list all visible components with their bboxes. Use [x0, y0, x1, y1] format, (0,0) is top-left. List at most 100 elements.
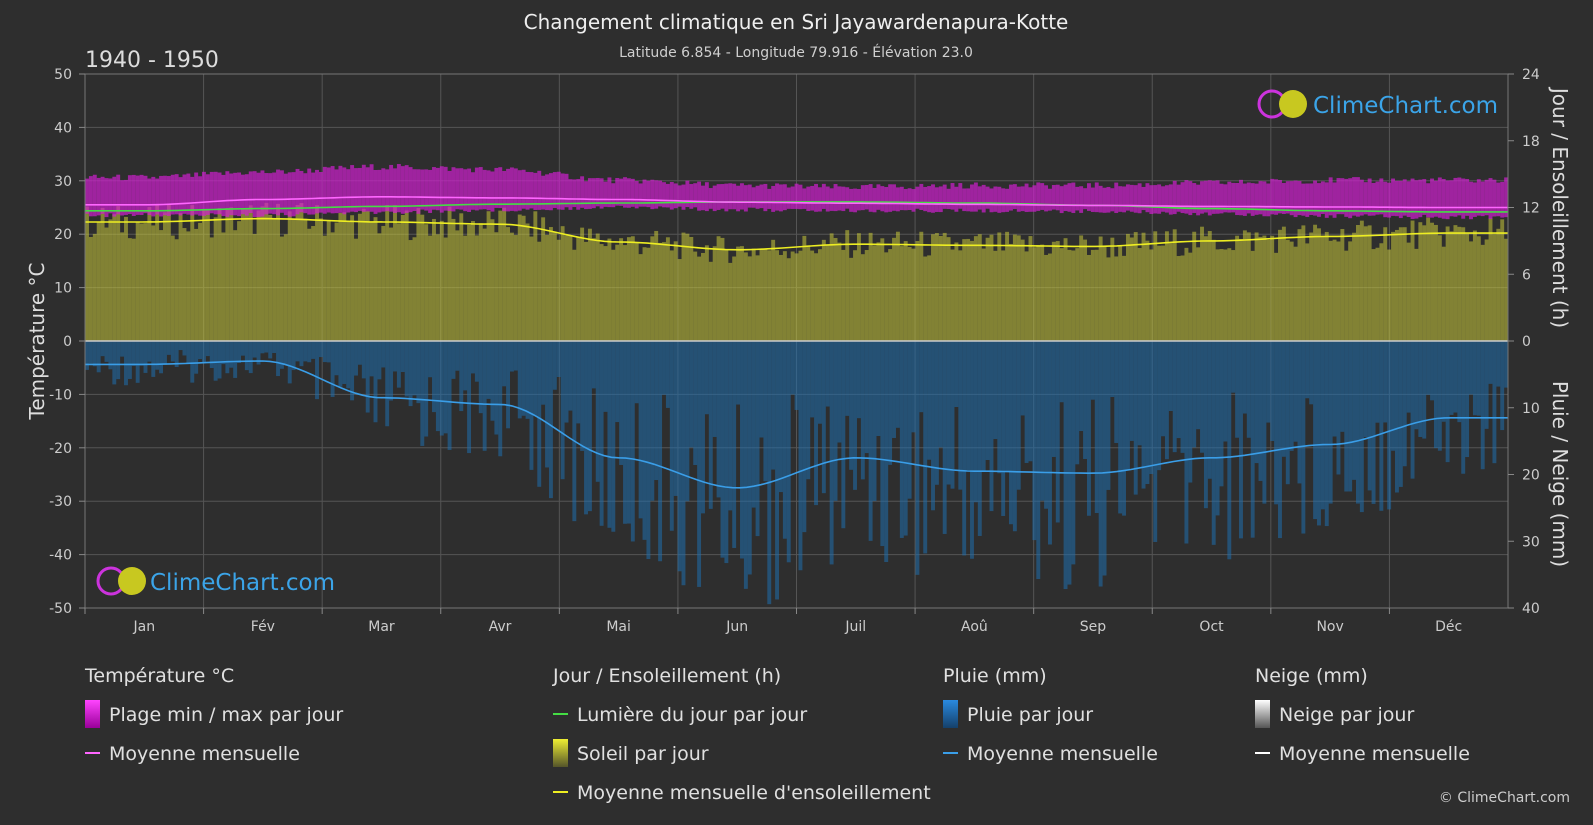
month-tick-label: Jan — [132, 619, 155, 635]
temp-range-bar — [1180, 182, 1185, 214]
temp-range-bar — [626, 178, 631, 208]
rain-bar — [283, 341, 288, 365]
rain-bar — [529, 341, 534, 470]
rain-bar — [856, 341, 861, 419]
temp-range-bar — [1094, 182, 1099, 213]
sunshine-bar — [311, 226, 316, 341]
rain-bar — [685, 341, 690, 502]
sunshine-bar — [334, 222, 339, 341]
rain-bar — [1164, 341, 1169, 460]
temp-range-bar — [1044, 185, 1049, 212]
rain-bar — [1110, 341, 1115, 398]
rain-bar — [623, 341, 627, 524]
sunshine-bar — [1048, 253, 1052, 341]
temp-range-bar — [1161, 186, 1165, 212]
temp-range-bar — [985, 186, 990, 209]
sunshine-bar — [194, 228, 199, 341]
sunshine-bar — [163, 212, 167, 341]
rain-bar — [1359, 341, 1364, 513]
sunshine-bar — [451, 218, 456, 341]
temp-range-bar — [471, 172, 475, 210]
temp-range-bar — [1324, 182, 1329, 218]
temp-range-bar — [1016, 186, 1021, 212]
sunshine-bar — [1024, 251, 1029, 341]
rain-bar — [892, 341, 896, 438]
rain-bar — [669, 341, 674, 531]
temp-range-bar — [170, 174, 175, 215]
temp-range-bar — [810, 185, 815, 211]
sunshine-bar — [786, 258, 791, 341]
temp-range-bar — [369, 164, 374, 212]
sunshine-bar — [1196, 247, 1201, 341]
rain-bar — [771, 341, 776, 470]
sunshine-bar — [428, 235, 433, 341]
rain-bar — [1048, 341, 1052, 545]
sunshine-bar — [993, 250, 998, 341]
sunshine-bar — [541, 217, 546, 341]
rain-bar — [1141, 341, 1146, 489]
sunshine-bar — [1036, 245, 1041, 341]
rain-bar — [950, 341, 955, 489]
sunshine-bar — [662, 242, 666, 341]
rain-bar — [1215, 341, 1220, 516]
temp-range-bar — [252, 171, 257, 218]
temp-range-bar — [268, 173, 273, 214]
rain-bar — [1005, 341, 1010, 472]
temp-range-bar — [478, 167, 483, 210]
sunshine-bar — [1328, 240, 1333, 341]
sunshine-bar — [1235, 235, 1240, 341]
rain-bar — [1149, 341, 1154, 475]
sunshine-bar — [439, 220, 444, 341]
temp-range-bar — [1114, 182, 1119, 214]
rain-bar — [1363, 341, 1368, 437]
legend-label-snow-mean: Moyenne mensuelle — [1279, 743, 1470, 765]
temp-range-bar — [1469, 181, 1473, 220]
sunshine-bar — [502, 207, 507, 341]
rain-bar — [1223, 341, 1228, 442]
temp-range-bar — [1172, 180, 1177, 215]
temp-range-bar — [743, 185, 748, 212]
temp-range-bar — [221, 174, 226, 217]
sunshine-bar — [958, 250, 963, 341]
rain-bar — [1090, 341, 1095, 400]
rain-bar — [755, 341, 760, 537]
temp-range-bar — [782, 184, 787, 211]
sunshine-bar — [1484, 239, 1489, 341]
temp-range-bar — [1426, 183, 1431, 218]
temp-range-bar — [373, 169, 378, 214]
sunshine-bar — [342, 212, 347, 341]
sunshine-bar — [927, 255, 932, 341]
rain-bar — [229, 341, 234, 368]
temp-range-bar — [513, 168, 518, 212]
month-tick-label: Fév — [251, 619, 275, 635]
rain-bar — [315, 341, 319, 400]
temp-range-bar — [1118, 186, 1123, 212]
temp-range-bar — [1235, 182, 1240, 216]
rain-bar — [295, 341, 300, 362]
legend-swatch-temp-range — [85, 700, 100, 728]
temp-range-bar — [942, 184, 947, 209]
rain-bar — [373, 341, 378, 423]
rain-bar — [1203, 341, 1208, 509]
right-bottom-tick-label: 20 — [1522, 468, 1540, 484]
rain-bar — [1367, 341, 1372, 491]
sunshine-bar — [205, 210, 210, 341]
sunshine-bar — [962, 239, 967, 341]
sunshine-bar — [564, 235, 569, 341]
temp-range-bar — [1106, 186, 1111, 213]
temp-range-bar — [779, 184, 783, 212]
temp-range-bar — [1313, 180, 1318, 216]
sunshine-bar — [1149, 249, 1154, 341]
rain-bar — [365, 341, 370, 413]
legend-label-sunshine: Soleil par jour — [577, 743, 709, 765]
temp-range-bar — [560, 173, 565, 210]
temp-range-bar — [1153, 185, 1158, 214]
rain-bar — [884, 341, 889, 563]
sunshine-bar — [229, 207, 234, 341]
month-tick-label: Mar — [368, 619, 395, 635]
rain-bar — [701, 341, 705, 514]
temp-range-bar — [1472, 182, 1477, 217]
rain-bar — [510, 341, 514, 372]
rain-bar — [490, 341, 495, 421]
legend-title-sun: Jour / Ensoleillement (h) — [552, 665, 781, 687]
